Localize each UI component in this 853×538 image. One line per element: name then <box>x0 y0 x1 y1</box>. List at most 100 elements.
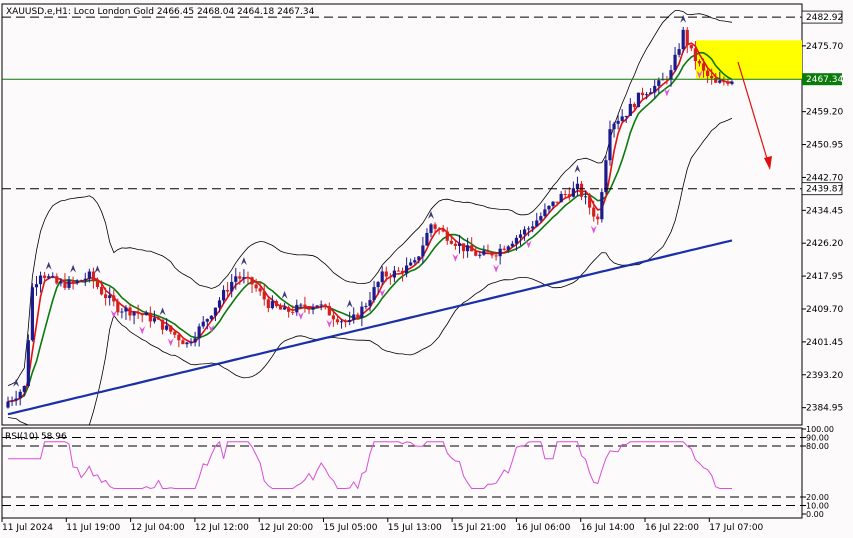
rsi-title: RSI(10) 58.96 <box>5 432 67 442</box>
candle-body <box>486 250 490 253</box>
candle-body <box>457 243 462 246</box>
candle-body <box>616 120 620 124</box>
x-tick-label: 12 Jul 20:00 <box>259 523 313 533</box>
level-price-box <box>801 10 843 24</box>
candle-body <box>620 116 624 121</box>
candle-body <box>356 314 360 318</box>
y-tick-label: 2426.20 <box>806 239 843 249</box>
y-tick-label: 2409.70 <box>806 305 843 315</box>
fractal-up-arrow <box>428 211 435 220</box>
candle-body <box>38 275 43 285</box>
candle-body <box>104 294 108 299</box>
candle-body <box>681 29 685 50</box>
fractal-down-arrow <box>208 324 215 333</box>
fractal-up-arrow <box>70 264 77 273</box>
current-price-label: 2467.34 <box>806 75 843 85</box>
candle-body <box>535 220 539 227</box>
candle-body <box>539 216 543 221</box>
y-tick-label: 2450.95 <box>806 141 843 151</box>
fractal-down-arrow <box>525 240 532 249</box>
candle-body <box>205 319 209 322</box>
candle-body <box>563 194 567 196</box>
candle-body <box>67 280 71 288</box>
fractal-down-arrow <box>452 253 459 262</box>
candle-body <box>274 301 279 307</box>
candle-body <box>79 280 83 282</box>
candle-body <box>449 240 453 244</box>
candle-body <box>10 400 14 402</box>
candle-body <box>59 281 63 284</box>
candle-body <box>571 188 575 197</box>
candle-body <box>506 246 510 250</box>
candle-body <box>47 276 51 278</box>
candle-body <box>217 300 222 308</box>
candle-body <box>181 340 185 345</box>
candle-body <box>514 237 519 244</box>
candle-body <box>559 194 563 203</box>
candle-body <box>299 304 303 306</box>
candle-body <box>376 282 380 288</box>
candle-body <box>689 45 693 49</box>
candle-body <box>51 276 55 278</box>
candle-body <box>445 231 449 241</box>
candle-body <box>461 243 466 252</box>
candle-body <box>705 70 710 76</box>
candle-body <box>287 307 291 312</box>
ma-long-line <box>7 239 733 416</box>
candle-body <box>221 289 226 301</box>
candle-body <box>213 307 218 316</box>
x-tick-label: 15 Jul 13:00 <box>388 523 442 533</box>
candle-body <box>388 276 392 278</box>
candle-body <box>494 255 498 257</box>
fractal-down-arrow <box>493 264 500 273</box>
candle-body <box>177 334 181 341</box>
candle-body <box>352 314 356 321</box>
candle-body <box>510 243 514 247</box>
candle-body <box>527 228 531 230</box>
candle-body <box>319 304 323 306</box>
candle-body <box>83 278 87 281</box>
fractal-down-arrow <box>297 311 304 320</box>
candle-body <box>140 313 144 316</box>
chart-frame <box>1 3 803 519</box>
candle-body <box>551 201 555 206</box>
candle-body <box>600 192 604 220</box>
candle-body <box>307 307 311 310</box>
candle-body <box>295 304 299 313</box>
bollinger-upper <box>7 10 733 386</box>
x-tick-label: 17 Jul 07:00 <box>709 523 763 533</box>
chart-header: XAUUSD.e,H1: Loco London Gold 2466.45 24… <box>6 7 315 17</box>
candle-body <box>429 224 433 233</box>
candle-body <box>193 338 197 343</box>
candle-body <box>583 196 588 198</box>
candle-body <box>466 245 470 252</box>
candle-body <box>26 340 30 387</box>
candle-body <box>636 92 641 108</box>
candle-body <box>254 284 258 289</box>
candle-body <box>413 260 417 263</box>
current-price-box <box>802 73 842 86</box>
candle-body <box>30 287 35 341</box>
candle-body <box>425 232 429 246</box>
candle-body <box>441 229 445 232</box>
candle-body <box>701 63 706 71</box>
candle-body <box>132 312 136 316</box>
candle-body <box>502 248 506 250</box>
candle-body <box>258 288 262 292</box>
fractal-up-arrow <box>13 378 20 387</box>
x-tick-label: 15 Jul 05:00 <box>324 523 378 533</box>
candle-body <box>685 29 689 46</box>
candle-body <box>136 312 140 314</box>
candle-body <box>327 305 331 316</box>
fractal-up-arrow <box>240 257 247 266</box>
candle-body <box>409 262 413 266</box>
fractal-up-arrow <box>680 14 687 23</box>
rsi-tick-label: 20.00 <box>806 493 829 502</box>
candle-body <box>640 92 645 96</box>
candle-body <box>148 312 152 322</box>
x-tick-label: 12 Jul 12:00 <box>195 523 249 533</box>
x-tick-label: 15 Jul 21:00 <box>452 523 506 533</box>
candle-body <box>400 270 405 274</box>
fractal-down-arrow <box>326 319 333 328</box>
